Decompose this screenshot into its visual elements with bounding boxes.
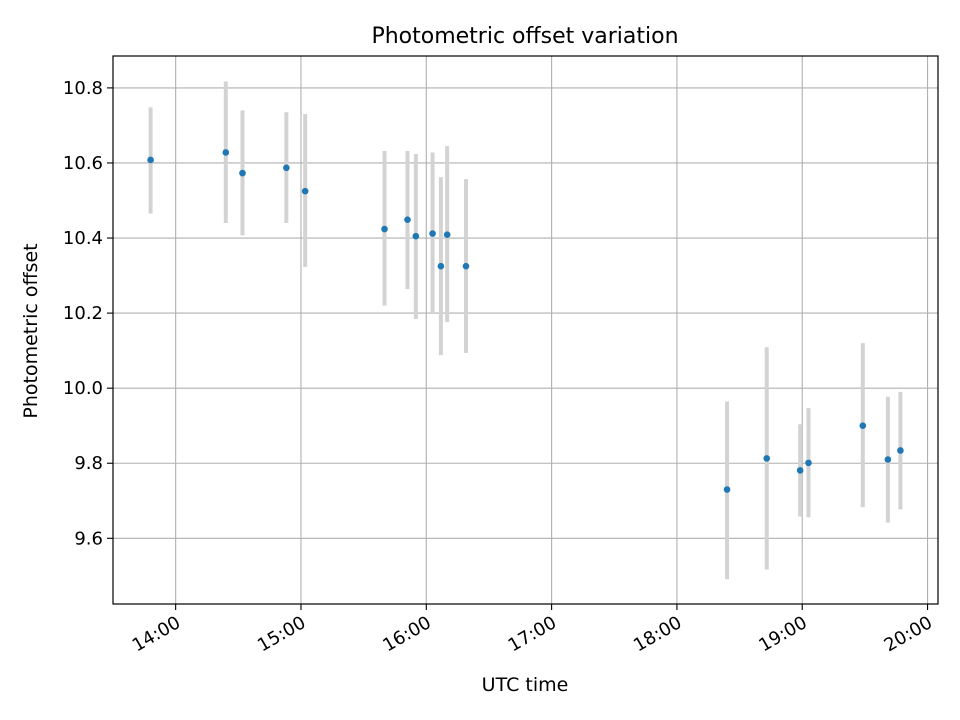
data-point [301,187,309,195]
data-point [884,456,892,463]
data-point [796,467,804,474]
data-point [404,216,411,223]
data-point [381,225,388,233]
y-tick-label: 10.2 [63,303,103,324]
y-axis: 9.6 9.8 10.0 10.2 10.4 10.6 10.8 [63,78,113,549]
y-tick-label: 10.6 [63,153,103,174]
data-point [429,230,436,237]
data-point [437,262,445,270]
data-point [763,455,771,462]
data-point [897,447,904,454]
data-point [859,422,867,430]
y-axis-label: Photometric offset [20,243,42,418]
y-tick-label: 9.8 [74,453,103,474]
chart-title: Photometric offset variation [371,24,678,49]
data-point [222,149,230,156]
data-points [147,149,904,493]
data-point [723,486,731,493]
data-point [412,232,420,240]
data-point [462,262,470,270]
x-axis-label: UTC time [482,674,569,696]
data-point [283,164,290,172]
data-point [239,169,246,177]
y-tick-label: 10.4 [63,228,103,249]
y-tick-label: 10.0 [63,378,103,399]
data-point [443,231,451,238]
data-point [805,459,812,467]
y-tick-label: 10.8 [63,78,103,99]
axes-frame [112,55,939,605]
grid [113,56,938,604]
y-tick-label: 9.6 [74,528,103,549]
data-point [147,156,154,164]
